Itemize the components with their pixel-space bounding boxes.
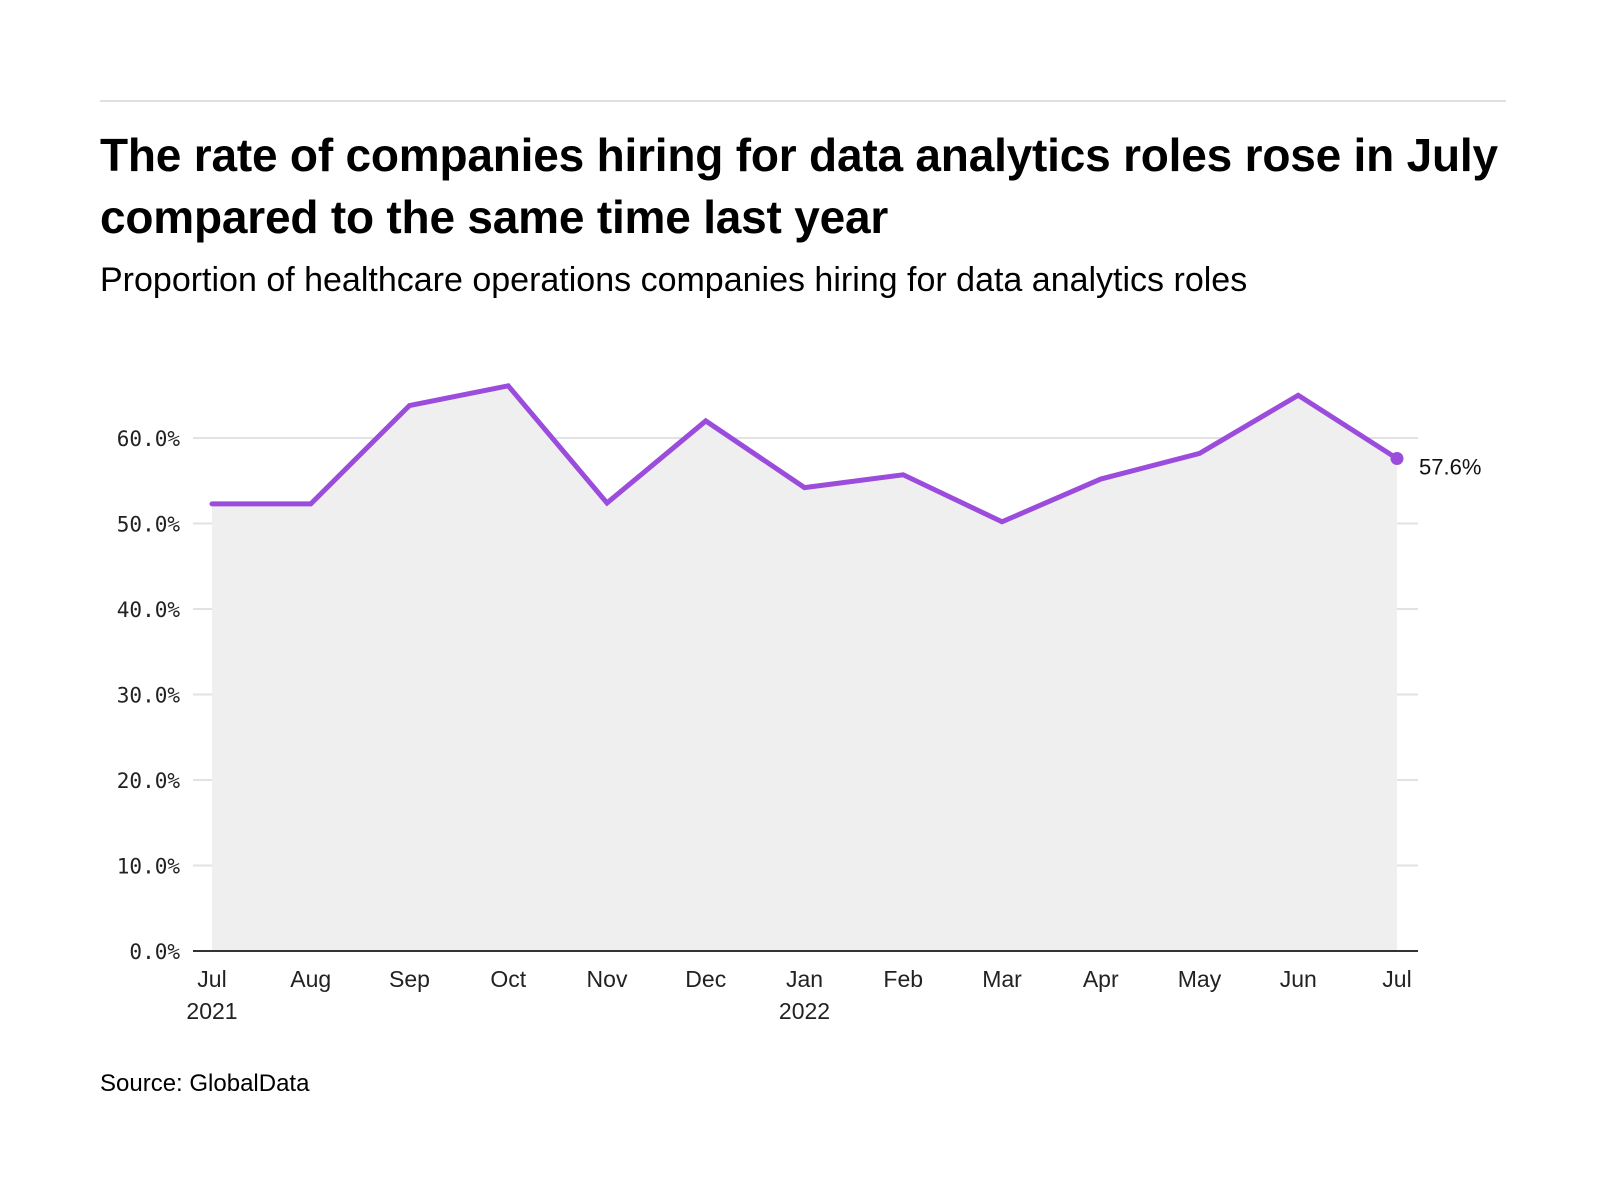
y-tick-label: 10.0%	[117, 855, 181, 879]
y-axis-ticks: 0.0% 10.0% 20.0% 30.0% 40.0% 50.0% 60.0%	[117, 427, 181, 964]
x-tick-label: Aug	[290, 966, 331, 992]
x-axis-ticks: Jul 2021 Aug Sep Oct Nov Dec Jan 2022 Feb Mar Apr Ma…	[186, 966, 1411, 1024]
end-value-label: 57.6%	[1419, 455, 1481, 480]
area-fill	[212, 385, 1397, 952]
chart-subtitle: Proportion of healthcare operations comp…	[100, 261, 1248, 299]
x-tick-label: Mar	[982, 966, 1022, 992]
series-line	[209, 383, 1400, 525]
x-tick-year-label: 2021	[186, 998, 237, 1024]
y-tick-label: 30.0%	[117, 684, 181, 708]
chart-title: The rate of companies hiring for data an…	[100, 129, 1498, 243]
y-tick-label: 60.0%	[117, 427, 181, 451]
x-tick-label: Feb	[883, 966, 923, 992]
y-tick-label: 40.0%	[117, 598, 181, 622]
x-tick-year-label: 2022	[779, 998, 830, 1024]
y-tick-label: 20.0%	[117, 769, 181, 793]
x-tick-label: Sep	[389, 966, 430, 992]
y-tick-label: 0.0%	[129, 940, 180, 964]
x-tick-label: Apr	[1083, 966, 1119, 992]
x-tick-label: Jun	[1280, 966, 1317, 992]
x-tick-label: Nov	[587, 966, 628, 992]
x-tick-label: Dec	[685, 966, 726, 992]
end-point-marker	[1390, 452, 1404, 466]
x-tick-label: Jan	[786, 966, 823, 992]
top-divider	[100, 100, 1506, 102]
x-tick-label: Oct	[490, 966, 526, 992]
x-tick-label: Jul	[1382, 966, 1411, 992]
x-tick-label: May	[1178, 966, 1222, 992]
x-tick-label: Jul	[197, 966, 226, 992]
y-tick-label: 50.0%	[117, 513, 181, 537]
source-note: Source: GlobalData	[100, 1070, 310, 1097]
